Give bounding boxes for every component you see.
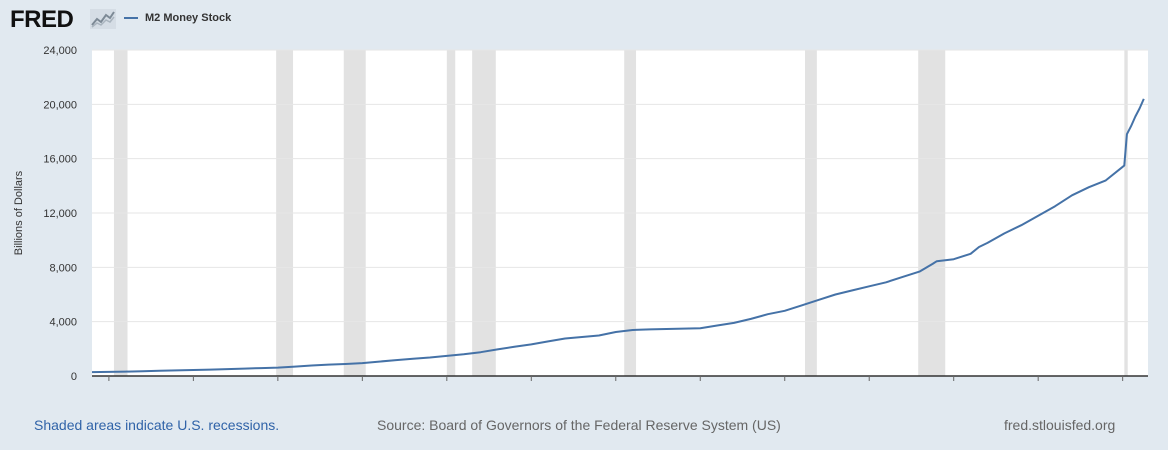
legend-label[interactable]: M2 Money Stock — [145, 12, 232, 24]
chart-header: FRED M2 Money Stock — [0, 0, 1168, 40]
line-chart: 1960196519701975198019851990199520002005… — [13, 45, 1148, 383]
site-url[interactable]: fred.stlouisfed.org — [1004, 417, 1116, 433]
y-tick-label: 24,000 — [43, 45, 77, 57]
x-axis: 1960196519701975198019851990199520002005… — [92, 375, 1148, 381]
gridlines — [92, 49, 1148, 323]
y-tick-label: 12,000 — [43, 208, 77, 220]
legend-swatch — [124, 17, 138, 19]
y-tick-label: 4,000 — [49, 317, 77, 329]
recession-note[interactable]: Shaded areas indicate U.S. recessions. — [34, 417, 280, 433]
fred-logo[interactable]: FRED — [10, 6, 74, 33]
y-tick-label: 20,000 — [43, 99, 77, 111]
y-tick-label: 8,000 — [49, 262, 77, 274]
y-axis: 0 4,000 8,000 12,000 16,000 20,000 24,000 — [43, 45, 77, 383]
fred-chart-logo-icon — [90, 9, 116, 29]
series-line — [91, 98, 1145, 374]
y-tick-label: 16,000 — [43, 154, 77, 166]
y-tick-label: 0 — [71, 371, 77, 383]
source-note: Source: Board of Governors of the Federa… — [377, 417, 781, 433]
series-layer — [91, 98, 1145, 374]
y-axis-label: Billions of Dollars — [13, 170, 25, 255]
legend: M2 Money Stock — [124, 12, 231, 24]
